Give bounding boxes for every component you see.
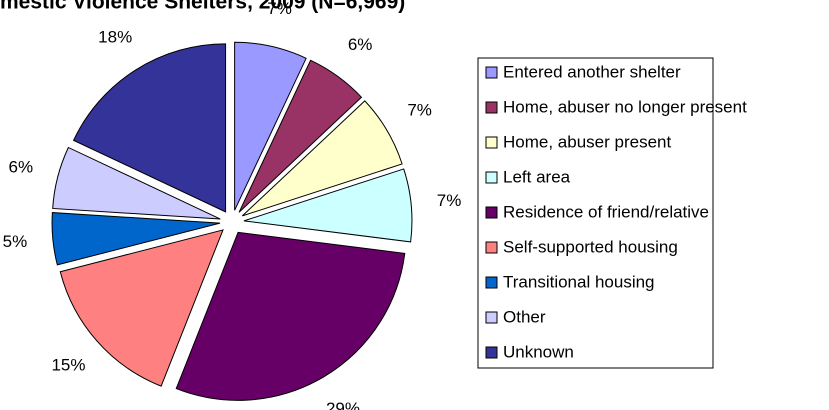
- pie-slice: [238, 59, 363, 213]
- chart-title: mestic Violence Shelters, 2009 (N=6,969): [0, 0, 405, 14]
- legend-swatch: [485, 66, 498, 79]
- pie-slice: [175, 231, 406, 401]
- legend-swatch: [485, 171, 498, 184]
- data-label: 6%: [348, 35, 373, 54]
- legend-label: Residence of friend/relative: [503, 202, 709, 221]
- legend-label: Entered another shelter: [503, 62, 681, 81]
- pie-slice: [241, 100, 403, 217]
- legend-label: Home, abuser no longer present: [503, 97, 747, 116]
- legend-label: Home, abuser present: [503, 132, 671, 151]
- data-label: 5%: [3, 232, 28, 251]
- data-label: 18%: [98, 27, 132, 46]
- data-label: 29%: [326, 399, 360, 410]
- pie-slice: [51, 212, 221, 266]
- data-label: 15%: [51, 356, 85, 375]
- pie-slice: [52, 146, 221, 220]
- legend-swatch: [485, 311, 498, 324]
- legend-label: Other: [503, 307, 546, 326]
- data-label: 6%: [9, 157, 34, 176]
- pie-slice: [243, 168, 413, 243]
- pie-slice: [234, 41, 307, 211]
- legend-swatch: [485, 136, 498, 149]
- legend-box: [477, 57, 714, 369]
- legend-label: Transitional housing: [503, 272, 655, 291]
- data-label: 7%: [267, 0, 292, 18]
- data-label: 7%: [407, 101, 432, 120]
- legend-label: Left area: [503, 167, 571, 186]
- data-label: 7%: [437, 191, 462, 210]
- legend-swatch: [485, 276, 498, 289]
- legend-swatch: [485, 241, 498, 254]
- legend-swatch: [485, 206, 498, 219]
- pie-slice: [59, 229, 224, 387]
- legend-swatch: [485, 101, 498, 114]
- pie-slice: [72, 43, 227, 213]
- legend-swatch: [485, 346, 498, 359]
- legend-label: Unknown: [503, 342, 574, 361]
- legend-label: Self-supported housing: [503, 237, 678, 256]
